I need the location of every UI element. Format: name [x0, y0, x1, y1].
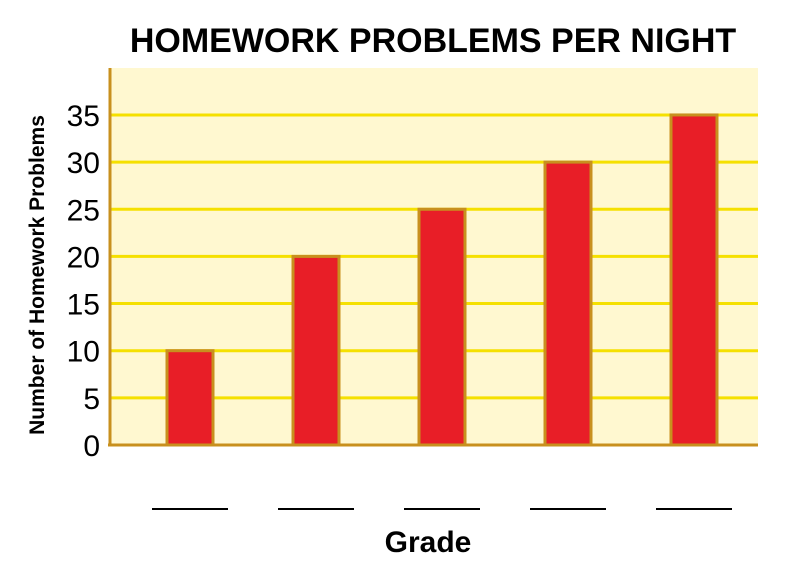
- y-axis-label: Number of Homework Problems: [26, 115, 49, 435]
- bar: [417, 207, 467, 447]
- y-tick-labels: 0 5 10 15 20 25 30 35: [67, 100, 100, 463]
- bar: [165, 349, 215, 447]
- y-tick-label: 35: [67, 100, 100, 133]
- y-tick-label: 0: [83, 430, 100, 463]
- bar: [543, 160, 593, 447]
- y-tick-label: 5: [83, 383, 100, 416]
- y-tick-label: 10: [67, 336, 100, 369]
- y-tick-label: 20: [67, 241, 100, 274]
- y-tick-label: 15: [67, 289, 100, 322]
- bar: [291, 254, 341, 447]
- x-axis-label: Grade: [385, 526, 472, 559]
- bar: [669, 113, 719, 447]
- y-tick-label: 25: [67, 194, 100, 227]
- chart-title: HOMEWORK PROBLEMS PER NIGHT: [130, 22, 737, 60]
- y-tick-label: 30: [67, 147, 100, 180]
